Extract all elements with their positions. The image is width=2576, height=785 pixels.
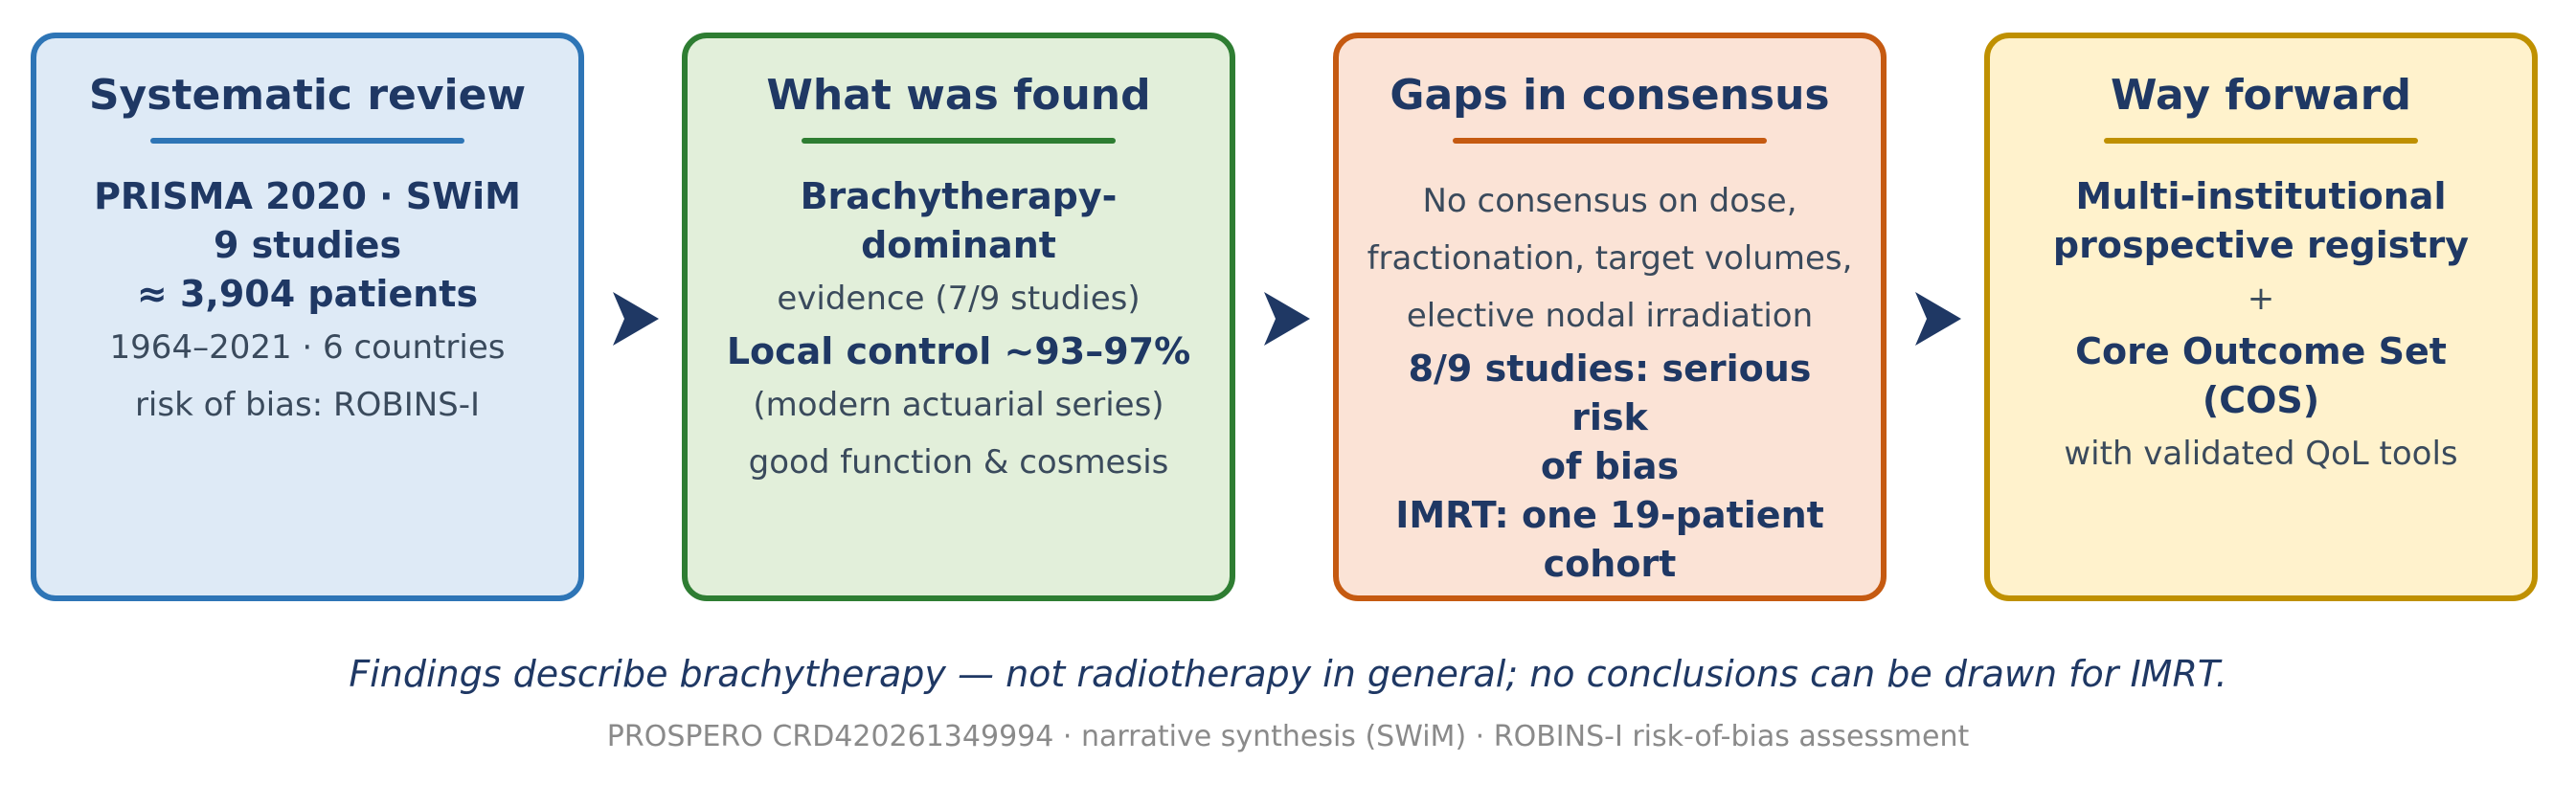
- panel-gaps-in-consensus: Gaps in consensus No consensus on dose, f…: [1333, 33, 1887, 601]
- panel-line: Multi-institutional: [2075, 175, 2447, 217]
- panel-way-forward: Way forward Multi-institutional prospecti…: [1984, 33, 2538, 601]
- panel-line: No consensus on dose,: [1422, 182, 1797, 220]
- arrow-right-icon: [1915, 292, 1961, 346]
- panel-line: elective nodal irradiation: [1406, 297, 1814, 335]
- panel-body: PRISMA 2020 · SWiM 9 studies ≈ 3,904 patie…: [63, 172, 552, 434]
- panel-line: Core Outcome Set (COS): [2075, 330, 2447, 421]
- title-underline: [802, 138, 1116, 144]
- panel-line: with validated QoL tools: [2064, 435, 2458, 473]
- title-underline: [1453, 138, 1767, 144]
- panel-line: of bias: [1540, 445, 1680, 487]
- arrow-right-icon: [1264, 292, 1310, 346]
- panel-title: Systematic review: [88, 71, 527, 120]
- footer-caption: PROSPERO CRD420261349994 · narrative syn…: [606, 720, 1970, 753]
- panel-line: risk of bias: ROBINS-I: [134, 386, 481, 424]
- panel-title: Gaps in consensus: [1390, 71, 1830, 120]
- panel-line: 9 studies: [213, 224, 402, 266]
- panel-line: IMRT: one 19-patient: [1395, 494, 1824, 536]
- panel-line: cohort: [1543, 543, 1677, 585]
- panel-line: +: [2247, 280, 2275, 318]
- panel-line: evidence (7/9 studies): [777, 280, 1141, 318]
- conclusion-note: Findings describe brachytherapy — not ra…: [349, 653, 2227, 695]
- panel-what-was-found: What was found Brachytherapy-dominant evi…: [682, 33, 1235, 601]
- panel-line: dominant: [861, 224, 1056, 266]
- panel-line: ≈ 3,904 patients: [136, 273, 479, 315]
- panel-body: No consensus on dose, fractionation, targ…: [1366, 172, 1854, 589]
- panel-line: prospective registry: [2052, 224, 2470, 266]
- panel-systematic-review: Systematic review PRISMA 2020 · SWiM 9 st…: [31, 33, 584, 601]
- panel-title: What was found: [766, 71, 1151, 120]
- panel-body: Brachytherapy-dominant evidence (7/9 stud…: [714, 172, 1203, 491]
- panel-line: Local control ~93–97%: [726, 330, 1191, 372]
- panel-body: Multi-institutional prospective registry +…: [2017, 172, 2505, 482]
- panel-title: Way forward: [2111, 71, 2411, 120]
- panel-line: 8/9 studies: serious risk: [1408, 348, 1812, 438]
- panel-line: PRISMA 2020 · SWiM: [94, 175, 521, 217]
- panel-line: good function & cosmesis: [748, 443, 1169, 482]
- panel-line: (modern actuarial series): [753, 386, 1164, 424]
- title-underline: [2104, 138, 2418, 144]
- arrow-right-icon: [613, 292, 659, 346]
- panel-line: Brachytherapy-: [800, 175, 1118, 217]
- title-underline: [150, 138, 464, 144]
- panel-line: 1964–2021 · 6 countries: [109, 328, 506, 367]
- panel-line: fractionation, target volumes,: [1367, 239, 1853, 278]
